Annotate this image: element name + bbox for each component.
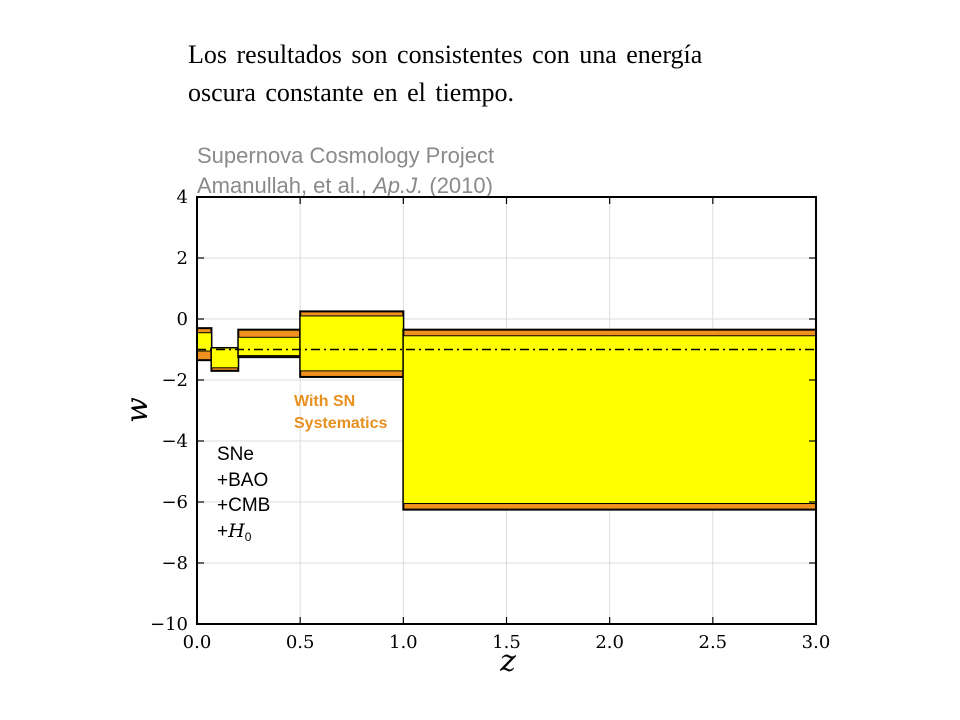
tick-marks: [196, 196, 817, 625]
probe-label-bao: +BAO: [217, 470, 268, 491]
slide-text-line-1: Los resultados son consistentes con una …: [188, 40, 703, 69]
subtitle-authors: Amanullah, et al.,: [197, 173, 373, 198]
x-tick-label-4: 2.0: [595, 632, 624, 653]
stat-band-0: [196, 332, 212, 352]
y-tick-label-3: −2: [161, 370, 188, 391]
annotation-systematics-line1: With SN: [294, 393, 355, 410]
x-tick-label-2: 1.0: [389, 632, 418, 653]
probe-label-h0: +H0: [217, 520, 252, 544]
x-tick-label-6: 3.0: [802, 632, 831, 653]
x-tick-label-5: 2.5: [699, 632, 728, 653]
chart-title: Supernova Cosmology Project: [197, 143, 494, 168]
stat-band-3: [299, 315, 404, 372]
x-tick-label-0: 0.0: [183, 632, 212, 653]
x-axis-label: z: [499, 644, 516, 679]
x-tick-label-1: 0.5: [286, 632, 315, 653]
subtitle-year: (2010): [423, 173, 493, 198]
stat-band-2: [237, 336, 301, 357]
slide-text-line-2: oscura constante en el tiempo.: [188, 78, 515, 107]
y-tick-label-1: 2: [177, 248, 188, 269]
bands: [196, 310, 817, 511]
y-tick-label-6: −8: [161, 553, 188, 574]
subtitle-journal: Ap.J.: [371, 173, 423, 198]
probe-h0-var: H: [227, 520, 245, 542]
x-tick-label-3: 1.5: [492, 632, 521, 653]
y-tick-label-5: −6: [161, 492, 188, 513]
tick-labels: 0.0 0.5 1.0 1.5 2.0 2.5 3.0 4 2 0 −2 −4 −6 −8 −10: [150, 187, 830, 653]
y-tick-label-4: −4: [161, 431, 188, 452]
annotation-systematics-line2: Systematics: [294, 415, 387, 432]
chart-subtitle: Amanullah, et al., Ap.J. (2010): [197, 173, 493, 198]
probe-h0-prefix: +: [217, 521, 228, 542]
probe-label-sne: SNe: [217, 444, 254, 465]
slide-text: Los resultados son consistentes con una …: [188, 36, 888, 112]
stat-band-4: [402, 335, 817, 505]
y-tick-label-2: 0: [177, 309, 188, 330]
y-tick-label-7: −10: [150, 614, 188, 635]
y-axis-label: w: [120, 397, 155, 423]
probe-h0-sub: 0: [245, 530, 252, 544]
stat-band-1: [210, 347, 239, 369]
y-tick-label-0: 4: [177, 187, 188, 208]
probe-label-cmb: +CMB: [217, 495, 270, 516]
